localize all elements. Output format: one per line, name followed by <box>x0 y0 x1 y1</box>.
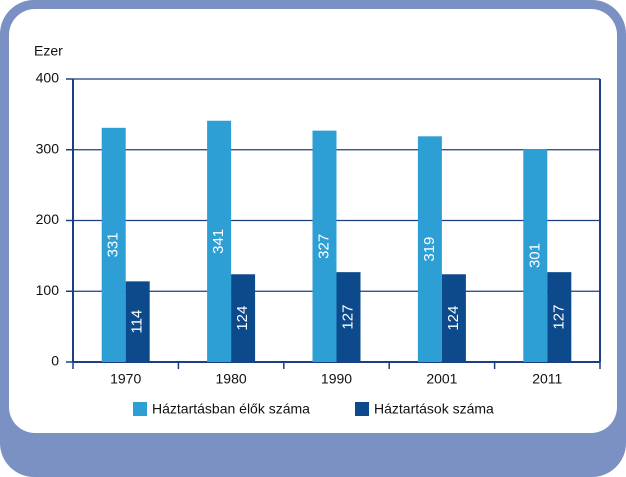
value-label: 124 <box>234 306 251 331</box>
value-label: 327 <box>315 234 332 259</box>
bar <box>207 120 232 363</box>
legend-swatch <box>133 402 147 416</box>
y-tick-label: 400 <box>36 70 60 86</box>
value-label: 341 <box>210 229 227 254</box>
y-tick-label: 100 <box>36 282 60 298</box>
x-tick-label: 1970 <box>110 371 141 387</box>
y-tick-label: 300 <box>36 140 60 156</box>
legend-swatch <box>355 402 369 416</box>
y-tick-label: 200 <box>36 211 60 227</box>
value-label: 319 <box>421 237 438 262</box>
x-tick-label: 2001 <box>426 371 457 387</box>
x-tick-label: 2011 <box>532 371 562 387</box>
bar <box>336 272 361 362</box>
bar <box>101 127 126 362</box>
bar <box>312 130 337 362</box>
value-label: 331 <box>105 232 122 257</box>
y-tick-label: 0 <box>51 353 59 369</box>
bar <box>231 274 256 362</box>
legend-label: Háztartásban élők száma <box>152 401 310 417</box>
x-tick-label: 1990 <box>321 371 352 387</box>
value-label: 127 <box>339 305 356 330</box>
bar <box>417 136 442 362</box>
bar <box>523 149 548 362</box>
x-tick-label: 1980 <box>216 371 247 387</box>
legend-label: Háztartások száma <box>374 401 494 417</box>
value-label: 301 <box>526 243 543 268</box>
value-label: 127 <box>550 305 567 330</box>
value-label: 124 <box>445 306 462 331</box>
value-label: 114 <box>129 310 146 334</box>
bar <box>441 274 466 362</box>
bar <box>547 272 572 362</box>
bar <box>125 281 150 362</box>
y-axis-label: Ezer <box>34 43 63 59</box>
